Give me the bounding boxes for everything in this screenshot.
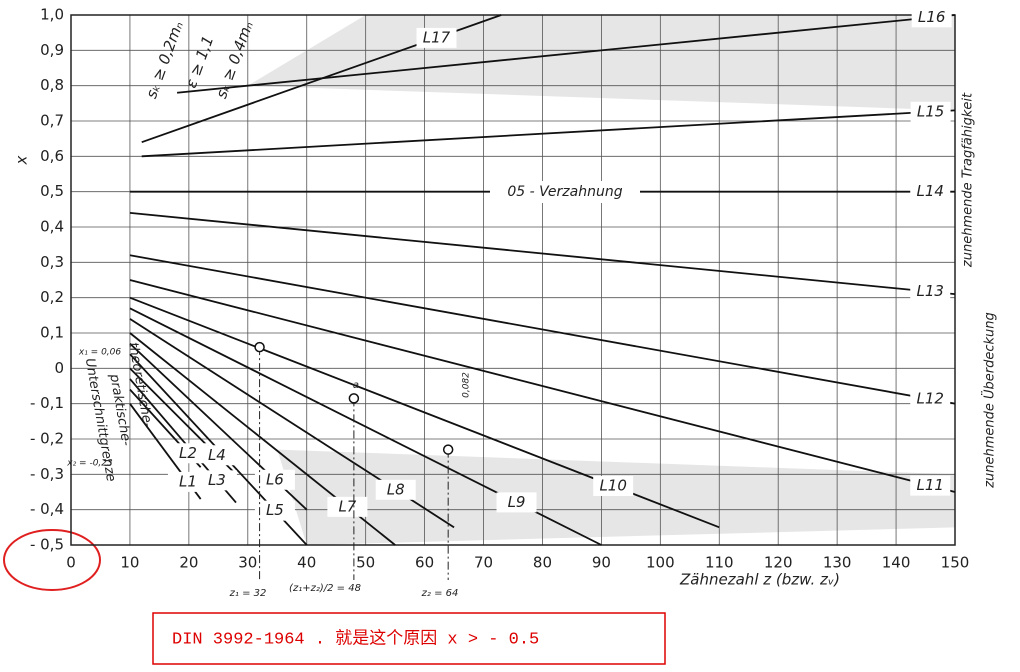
- annotation: (z₁+z₂)/2 = 48: [289, 583, 361, 594]
- line-label-bg: [910, 475, 951, 496]
- x-tick-label: 60: [415, 554, 434, 572]
- annotation: sₖ ≥ 0,2mₙ: [142, 19, 187, 101]
- y-tick-label: 0,9: [40, 41, 64, 59]
- line-label-bg: [910, 389, 951, 410]
- line-label: L7: [338, 497, 356, 515]
- line-label: L2: [179, 444, 197, 462]
- y-tick-label: - 0,2: [30, 430, 64, 448]
- line-label-bg: [254, 500, 295, 521]
- series-line: [176, 14, 956, 94]
- operating-point: [254, 341, 265, 353]
- operating-point: [442, 444, 454, 455]
- y-tick-label: 0,8: [40, 76, 64, 94]
- caption: DIN 3992-1964 . 就是这个原因 x > - 0.5: [172, 628, 539, 649]
- annotation: a: [353, 380, 359, 391]
- x-tick-label: 120: [764, 554, 793, 572]
- series-line: [129, 254, 956, 405]
- highlight-circle: [3, 529, 101, 591]
- line-label-bg: [911, 7, 952, 28]
- x-axis-label: Zähnezahl z (bzw. zᵥ): [679, 571, 840, 589]
- y-tick-label: 0,5: [40, 182, 64, 200]
- line-label: L17: [423, 28, 451, 46]
- plot-frame: [70, 14, 956, 546]
- line-label: L8: [387, 480, 405, 498]
- line-label-bg: [327, 496, 368, 517]
- y-tick-label: 0: [54, 359, 64, 377]
- line-label-bg: [910, 281, 951, 302]
- line-label: L16: [918, 8, 945, 26]
- x-tick-label: 50: [356, 554, 375, 572]
- y-tick-label: - 0,4: [30, 500, 64, 518]
- y-tick-label: 0,2: [40, 288, 64, 306]
- operating-point: [348, 393, 360, 404]
- x-tick-label: 140: [882, 554, 911, 572]
- y-tick-label: - 0,3: [30, 465, 64, 483]
- line-label: L10: [599, 476, 626, 494]
- line-label-bg: [375, 479, 416, 500]
- annotation: x₂ = -0,23: [66, 459, 113, 469]
- line-label: L14: [917, 182, 944, 200]
- x-tick-label: 10: [120, 554, 139, 572]
- shaded-region: [277, 449, 955, 545]
- x-tick-label: 40: [297, 554, 316, 572]
- line-label: L1: [179, 472, 197, 490]
- y-tick-label: 0,4: [40, 218, 64, 236]
- line-label-bg: [910, 181, 951, 202]
- line-label-bg: [593, 475, 634, 496]
- annotation: zunehmende Überdeckung: [981, 312, 998, 489]
- line-label: L4: [208, 446, 226, 464]
- annotation: zunehmende Tragfähigkeit: [961, 92, 976, 268]
- line-label: L13: [917, 282, 944, 300]
- annotation: x₁ = 0,06: [78, 348, 122, 358]
- line-label: L3: [208, 471, 226, 489]
- line-label-bg: [167, 471, 208, 492]
- line-label: L12: [917, 390, 944, 408]
- x-tick-label: 90: [592, 554, 611, 572]
- line-label-bg: [416, 27, 457, 48]
- annotation: z₁ = 32: [229, 588, 267, 599]
- line-label: L11: [917, 476, 944, 494]
- x-tick-label: 20: [179, 554, 198, 572]
- x-tick-label: 30: [238, 554, 257, 572]
- y-tick-label: - 0,1: [30, 394, 64, 412]
- annotation: z₂ = 64: [421, 588, 459, 599]
- x-tick-label: 80: [533, 554, 552, 572]
- y-tick-label: 0,1: [40, 324, 64, 342]
- line-label: L15: [917, 102, 944, 120]
- x-tick-label: 70: [474, 554, 493, 572]
- annotation: 0,082: [462, 372, 472, 398]
- line-label-bg: [496, 492, 537, 513]
- line-label: L6: [266, 470, 284, 488]
- line-label: L5: [266, 501, 284, 519]
- series-line: [129, 211, 956, 296]
- line-label: L9: [508, 493, 526, 511]
- annotation: sₖ ≥ 0,4mₙ: [212, 19, 257, 101]
- x-tick-label: 110: [705, 554, 734, 572]
- annotation-bg: [490, 181, 640, 203]
- series-line: [141, 109, 956, 158]
- series-line: [129, 279, 956, 493]
- annotation: ε ≥ 1,1: [182, 33, 217, 90]
- caption-box: [152, 612, 666, 665]
- line-label-bg: [167, 443, 208, 464]
- annotation: 05 - Verzahnung: [507, 184, 622, 200]
- x-tick-label: 0: [66, 554, 76, 572]
- y-tick-label: 0,6: [40, 147, 64, 165]
- y-tick-label: 0,7: [40, 112, 64, 130]
- y-axis-label: x: [13, 155, 31, 165]
- line-label-bg: [254, 469, 295, 490]
- y-tick-label: - 0,5: [30, 536, 64, 554]
- y-tick-label: 1,0: [40, 6, 64, 24]
- x-tick-label: 130: [823, 554, 852, 572]
- x-tick-label: 150: [941, 554, 970, 572]
- line-label-bg: [910, 101, 951, 122]
- y-tick-label: 0,3: [40, 253, 64, 271]
- x-tick-label: 100: [646, 554, 675, 572]
